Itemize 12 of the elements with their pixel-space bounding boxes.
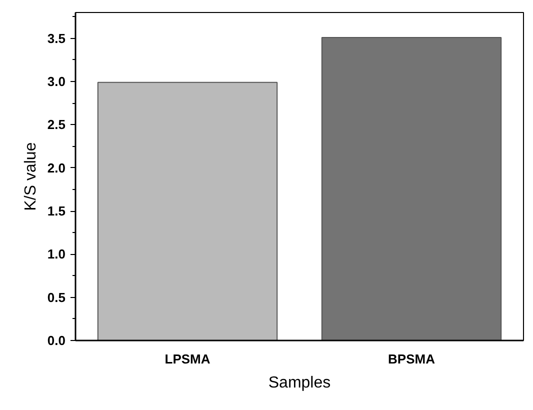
- y-tick-label: 1.0: [47, 246, 66, 262]
- x-axis-title: Samples: [268, 374, 331, 392]
- y-tick-label: 3.5: [47, 30, 66, 46]
- y-tick-label: 1.5: [47, 204, 66, 219]
- y-tick-label: 0.0: [47, 333, 66, 348]
- y-axis-title: K/S value: [22, 142, 40, 211]
- y-tick-label: 0.5: [47, 290, 66, 305]
- y-tick-label: 2.0: [47, 160, 66, 176]
- y-tick-label: 2.5: [47, 117, 66, 132]
- x-tick-label: BPSMA: [388, 352, 436, 366]
- x-tick-label: LPSMA: [164, 352, 211, 366]
- y-tick-label: 3.0: [47, 74, 66, 90]
